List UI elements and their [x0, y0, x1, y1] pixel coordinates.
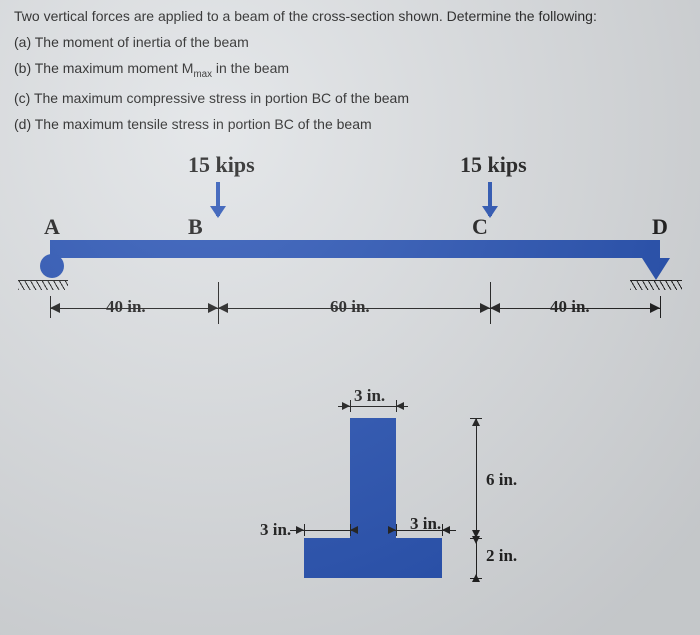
section-flange	[304, 538, 442, 578]
cross-section-diagram: 3 in. 3 in. 3 in. 6 in. 2 in.	[230, 388, 590, 618]
problem-intro: Two vertical forces are applied to a bea…	[14, 8, 686, 24]
beam-diagram: 15 kips 15 kips .beam-figure .arrow-down…	[10, 152, 690, 382]
dim-arrow	[208, 303, 218, 313]
dim-overhang-right: 3 in.	[410, 514, 441, 534]
sec-dim	[476, 418, 477, 538]
part-d: (d) The maximum tensile stress in portio…	[14, 116, 686, 132]
dim-web-height: 6 in.	[486, 470, 517, 490]
dim-cd: 40 in.	[550, 297, 590, 317]
sec-arrow	[350, 526, 358, 534]
force-arrow-1	[216, 182, 220, 216]
dim-bc: 60 in.	[330, 297, 370, 317]
sec-dim	[476, 538, 477, 578]
sec-arrow	[342, 402, 350, 410]
force-label-2: 15 kips	[460, 152, 527, 178]
dim-flange-height: 2 in.	[486, 546, 517, 566]
dim-overhang-left: 3 in.	[260, 520, 291, 540]
pin-support-left	[40, 254, 64, 278]
hatch-right	[630, 280, 682, 290]
sec-arrow	[296, 526, 304, 534]
part-b: (b) The maximum moment Mmax in the beam	[14, 60, 686, 80]
point-a-label: A	[44, 214, 60, 240]
dim-arrow	[650, 303, 660, 313]
force-label-1: 15 kips	[188, 152, 255, 178]
beam-rect	[50, 240, 660, 258]
sec-arrow	[442, 526, 450, 534]
sec-arrow	[472, 418, 480, 426]
force-arrow-2	[488, 182, 492, 216]
sec-arrow	[472, 574, 480, 582]
point-c-label: C	[472, 214, 488, 240]
point-b-label: B	[188, 214, 203, 240]
dim-arrow	[480, 303, 490, 313]
dim-arrow	[490, 303, 500, 313]
point-d-label: D	[652, 214, 668, 240]
roller-support-right	[642, 258, 670, 280]
part-a: (a) The moment of inertia of the beam	[14, 34, 686, 50]
sec-arrow	[388, 526, 396, 534]
part-b-post: in the beam	[212, 60, 289, 76]
hatch-left	[18, 280, 68, 290]
sec-arrow	[472, 536, 480, 544]
dim-tick	[660, 296, 661, 318]
part-c: (c) The maximum compressive stress in po…	[14, 90, 686, 106]
dim-ab: 40 in.	[106, 297, 146, 317]
part-b-pre: (b) The maximum moment M	[14, 60, 193, 76]
section-web	[350, 418, 396, 538]
dim-web-width: 3 in.	[354, 386, 385, 406]
sec-arrow	[396, 402, 404, 410]
dim-arrow	[50, 303, 60, 313]
dim-arrow	[218, 303, 228, 313]
part-b-sub: max	[193, 69, 212, 80]
